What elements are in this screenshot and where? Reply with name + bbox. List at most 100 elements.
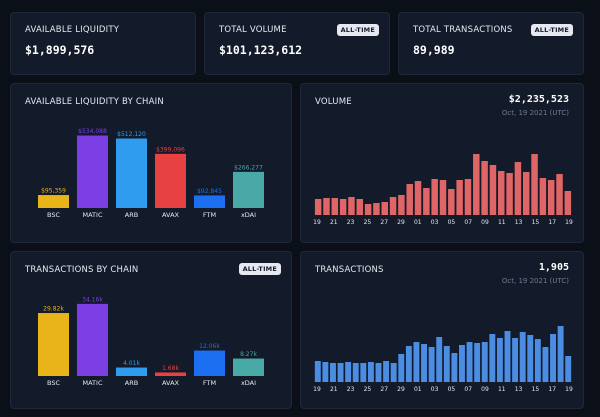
bar-data-label: $534,088 xyxy=(78,128,107,135)
category-label: xDAI xyxy=(241,211,256,219)
series-bar xyxy=(531,154,538,215)
stat-label: AVAILABLE LIQUIDITY xyxy=(25,25,120,35)
chain-bar xyxy=(194,195,225,208)
series-bar xyxy=(390,363,397,382)
series-bar xyxy=(481,161,488,215)
series-bar xyxy=(330,363,336,382)
series-bar xyxy=(512,338,519,382)
x-tick-label: 29 xyxy=(397,386,405,393)
category-label: FTM xyxy=(203,211,216,219)
x-tick-label: 19 xyxy=(313,219,321,226)
bar-data-label: 34.16k xyxy=(82,296,103,303)
chain-bar xyxy=(233,171,264,208)
x-tick-label: 21 xyxy=(330,219,338,226)
x-tick-label: 13 xyxy=(515,219,523,226)
series-bar xyxy=(381,202,388,215)
series-bar xyxy=(423,188,430,215)
series-bar xyxy=(398,354,405,382)
series-bar xyxy=(383,361,390,382)
series-bar xyxy=(314,361,321,382)
bar-data-label: $92,845 xyxy=(197,188,222,195)
category-label: ARB xyxy=(125,379,138,387)
volume-panel: VOLUME $2,235,523 Oct, 19 2021 (UTC) 19 2… xyxy=(300,83,584,243)
series-bar xyxy=(522,172,530,215)
stat-value: $1,899,576 xyxy=(25,43,95,57)
category-label: xDAI xyxy=(241,379,256,387)
series-bar xyxy=(451,353,458,382)
x-tick-label: 03 xyxy=(431,219,439,226)
liquidity-by-chain-chart: $95,359 BSC $534,088 MATIC $512,120 ARB $399,0… xyxy=(38,128,264,219)
chain-bar xyxy=(155,153,186,208)
all-time-badge[interactable]: ALL-TIME xyxy=(238,263,281,275)
series-bar xyxy=(322,362,329,382)
x-tick-label: 15 xyxy=(532,219,540,226)
panel-title: VOLUME xyxy=(315,97,352,107)
stat-card-transactions: TOTAL TRANSACTIONS ALL-TIME 89,989 xyxy=(398,12,584,75)
chain-bar xyxy=(38,313,69,376)
series-bar xyxy=(496,338,503,382)
bar-data-label: 4.01k xyxy=(123,360,140,367)
x-tick-label: 23 xyxy=(347,386,355,393)
series-bar xyxy=(481,342,488,382)
panel-title: AVAILABLE LIQUIDITY BY CHAIN xyxy=(25,97,164,107)
category-label: FTM xyxy=(203,379,216,387)
stat-label: TOTAL VOLUME xyxy=(219,25,287,35)
series-bar xyxy=(367,362,374,382)
bar-data-label: $95,359 xyxy=(41,188,66,195)
bar-data-label: 12.06k xyxy=(199,343,220,350)
series-bar xyxy=(331,198,339,215)
x-tick-label: 23 xyxy=(347,219,355,226)
chain-bar xyxy=(116,367,147,376)
x-tick-label: 19 xyxy=(313,386,321,393)
series-bar xyxy=(519,332,526,382)
series-bar xyxy=(389,197,397,215)
x-tick-label: 19 xyxy=(565,386,573,393)
series-bar xyxy=(406,184,413,215)
x-tick-label: 19 xyxy=(565,219,573,226)
series-bar xyxy=(337,363,344,382)
transactions-chart: 19 21 23 25 27 29 01 03 05 07 09 11 13 15 17 19 xyxy=(313,326,573,393)
category-label: AVAX xyxy=(162,379,180,387)
series-bar xyxy=(456,180,463,215)
bar-data-label: 1.68k xyxy=(162,365,179,372)
series-bar xyxy=(556,174,563,215)
x-tick-label: 03 xyxy=(431,386,439,393)
series-bar xyxy=(431,179,438,215)
transactions-by-chain-panel: TRANSACTIONS BY CHAIN ALL-TIME 29.82k BSC… xyxy=(10,251,292,409)
x-tick-label: 17 xyxy=(548,219,556,226)
series-bar xyxy=(439,180,447,215)
transactions-date: Oct, 19 2021 (UTC) xyxy=(501,277,569,285)
x-tick-label: 13 xyxy=(515,386,523,393)
chain-bar xyxy=(233,358,264,376)
series-bar xyxy=(375,363,382,382)
volume-date: Oct, 19 2021 (UTC) xyxy=(501,109,569,117)
series-bar xyxy=(448,189,455,215)
x-tick-label: 01 xyxy=(414,386,422,393)
stat-value: 89,989 xyxy=(413,43,455,57)
bar-data-label: $512,120 xyxy=(117,131,146,138)
all-time-badge[interactable]: ALL-TIME xyxy=(336,24,379,36)
x-tick-label: 29 xyxy=(397,219,405,226)
x-tick-label: 27 xyxy=(380,386,388,393)
category-label: MATIC xyxy=(83,211,103,219)
series-bar xyxy=(364,204,372,215)
category-label: MATIC xyxy=(83,379,103,387)
series-bar xyxy=(373,203,380,215)
series-bar xyxy=(489,165,497,215)
x-tick-label: 05 xyxy=(448,386,456,393)
series-bar xyxy=(428,347,435,382)
series-bar xyxy=(498,171,505,215)
x-tick-label: 11 xyxy=(498,386,506,393)
x-tick-label: 11 xyxy=(498,219,506,226)
x-tick-label: 21 xyxy=(330,386,338,393)
x-tick-label: 05 xyxy=(448,219,456,226)
bar-data-label: 29.82k xyxy=(43,306,64,313)
category-label: BSC xyxy=(47,379,60,387)
series-bar xyxy=(413,342,420,382)
all-time-badge[interactable]: ALL-TIME xyxy=(530,24,573,36)
x-tick-label: 17 xyxy=(548,386,556,393)
series-bar xyxy=(314,199,322,215)
bar-data-label: 8.27k xyxy=(240,351,257,358)
series-bar xyxy=(459,345,465,382)
chain-bar xyxy=(77,135,108,208)
